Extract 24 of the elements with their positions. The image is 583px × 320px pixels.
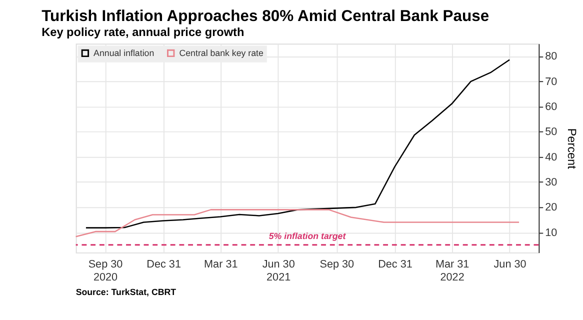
chart-title: Turkish Inflation Approaches 80% Amid Central Bank Pause xyxy=(42,8,490,26)
y-tick-label: 70 xyxy=(545,76,558,88)
y-tick-label: 50 xyxy=(545,126,558,138)
y-tick-label: 40 xyxy=(545,151,558,164)
source-note: Source: TurkStat, CBRT xyxy=(76,286,177,297)
x-tick-label: Dec 31 xyxy=(146,258,181,271)
x-tick-label: Mar 31 2022 xyxy=(435,258,470,284)
x-tick-label: Dec 31 xyxy=(378,258,412,271)
legend-label: Annual inflation xyxy=(94,48,154,58)
y-tick-label: 30 xyxy=(545,176,558,188)
legend-label: Central bank key rate xyxy=(179,48,264,58)
y-axis-title: Percent xyxy=(564,128,579,170)
x-tick-label: Jun 30 2021 xyxy=(262,258,295,284)
y-tick-label: 20 xyxy=(545,202,558,214)
chart-subtitle: Key policy rate, annual price growth xyxy=(42,24,244,39)
y-tick-label: 10 xyxy=(545,226,558,239)
x-tick-label: Sep 30 2020 xyxy=(88,258,123,284)
x-tick-label: Mar 31 xyxy=(204,258,238,271)
line-series xyxy=(85,59,510,228)
x-tick-label: Jun 30 xyxy=(494,258,526,271)
x-tick-label: Sep 30 xyxy=(320,258,354,271)
y-tick-label: 80 xyxy=(545,50,558,63)
y-tick-label: 60 xyxy=(545,101,558,114)
ref-line-label: 5% inflation target xyxy=(268,230,347,241)
